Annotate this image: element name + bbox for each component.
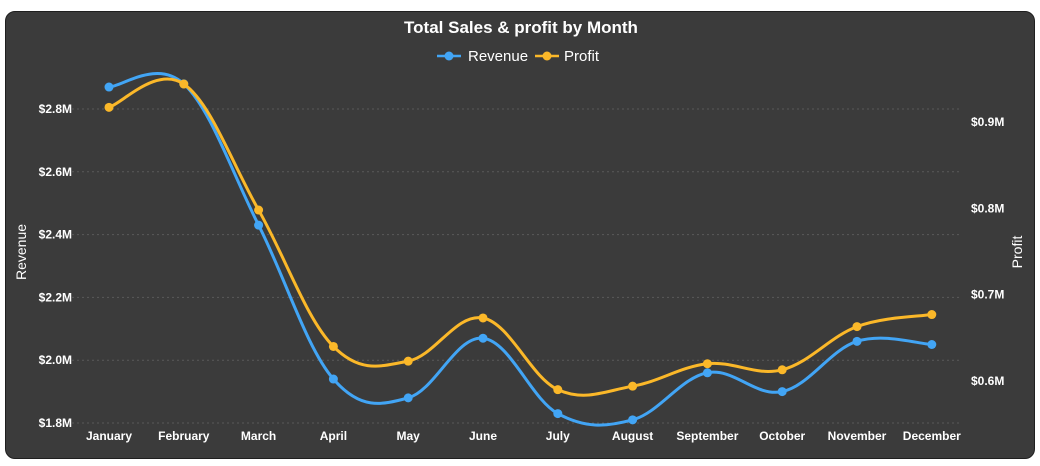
legend-item-revenue[interactable]: Revenue xyxy=(437,48,528,65)
y-right-axis-label: Profit xyxy=(1009,236,1025,269)
y-left-tick-label: $2.4M xyxy=(39,228,72,242)
x-tick-label: April xyxy=(320,429,347,443)
y-right-tick-label: $0.6M xyxy=(971,374,1004,388)
x-axis: January February March April May June July Augu… xyxy=(86,429,961,443)
profit-line[interactable] xyxy=(108,77,933,397)
revenue-point[interactable] xyxy=(104,82,114,92)
y-right-tick-label: $0.9M xyxy=(971,115,1004,129)
revenue-point[interactable] xyxy=(553,409,563,419)
revenue-point[interactable] xyxy=(403,393,413,403)
revenue-point[interactable] xyxy=(628,415,638,425)
x-tick-label: July xyxy=(546,429,570,443)
legend-item-profit[interactable]: Profit xyxy=(535,48,600,65)
revenue-point[interactable] xyxy=(927,340,937,349)
chart-title: Total Sales & profit by Month xyxy=(404,18,638,37)
series-profit[interactable] xyxy=(104,77,937,397)
x-tick-label: March xyxy=(241,429,276,443)
profit-point[interactable] xyxy=(328,341,338,351)
profit-point[interactable] xyxy=(852,322,862,332)
revenue-point[interactable] xyxy=(328,374,338,384)
grid-lines xyxy=(72,108,962,424)
revenue-point[interactable] xyxy=(254,220,264,230)
profit-point[interactable] xyxy=(553,385,563,395)
y-left-tick-label: $2.6M xyxy=(39,165,72,179)
profit-point[interactable] xyxy=(403,356,413,366)
revenue-point[interactable] xyxy=(777,387,787,397)
y-right-tick-label: $0.8M xyxy=(971,201,1004,215)
revenue-point[interactable] xyxy=(702,368,712,378)
revenue-point[interactable] xyxy=(852,336,862,346)
profit-point[interactable] xyxy=(179,79,189,89)
legend-profit-label: Profit xyxy=(564,48,600,65)
y-left-tick-label: $2.2M xyxy=(39,290,72,304)
y-left-tick-label: $1.8M xyxy=(39,416,72,430)
legend[interactable]: Revenue Profit xyxy=(437,48,600,65)
profit-point[interactable] xyxy=(702,359,712,369)
profit-point[interactable] xyxy=(927,310,937,320)
revenue-point[interactable] xyxy=(478,333,488,343)
legend-revenue-marker xyxy=(444,51,454,61)
x-tick-label: December xyxy=(903,429,961,443)
y-left-tick-label: $2.0M xyxy=(39,353,72,367)
x-tick-label: February xyxy=(158,429,210,443)
x-tick-label: October xyxy=(759,429,805,443)
y-right-tick-label: $0.7M xyxy=(971,288,1004,302)
y-left-axis: $1.8M $2.0M $2.2M $2.4M $2.6M $2.8M xyxy=(39,102,72,430)
x-tick-label: November xyxy=(828,429,887,443)
x-tick-label: January xyxy=(86,429,132,443)
y-left-tick-label: $2.8M xyxy=(39,102,72,116)
x-tick-label: May xyxy=(397,429,421,443)
profit-point[interactable] xyxy=(104,102,114,112)
x-tick-label: June xyxy=(469,429,497,443)
profit-point[interactable] xyxy=(628,381,638,391)
x-tick-label: August xyxy=(612,429,653,443)
revenue-line[interactable] xyxy=(108,71,932,427)
legend-revenue-label: Revenue xyxy=(468,48,528,65)
series-revenue[interactable] xyxy=(104,71,937,427)
profit-point[interactable] xyxy=(777,365,787,375)
legend-profit-marker xyxy=(542,51,552,61)
y-right-axis: $0.6M $0.7M $0.8M $0.9M xyxy=(971,115,1004,388)
series-layer xyxy=(104,71,937,427)
x-tick-label: September xyxy=(676,429,738,443)
profit-point[interactable] xyxy=(254,205,264,215)
y-left-axis-label: Revenue xyxy=(13,224,29,280)
profit-point[interactable] xyxy=(478,313,488,323)
